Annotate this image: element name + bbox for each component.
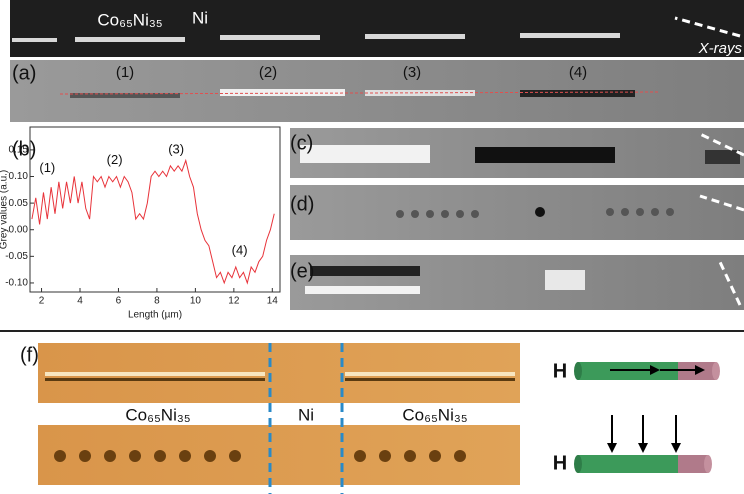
metal-label: Ni [192, 8, 208, 27]
domains-d [396, 207, 674, 218]
boundary-lines [268, 343, 344, 494]
panel-label: (d) [290, 193, 314, 215]
annotation: (2) [107, 152, 123, 167]
region-label: Ni [298, 405, 314, 424]
alloy-label: Co₆₅Ni₃₅ [97, 10, 162, 29]
image-d [290, 185, 744, 240]
wire-f [45, 372, 265, 376]
wire-f [345, 372, 515, 376]
wire-f [45, 378, 265, 381]
data-line [31, 158, 275, 285]
panel-label: (b) [12, 138, 36, 160]
wire-e [545, 270, 585, 290]
region-label: Co₆₅Ni₃₅ [402, 405, 467, 424]
panel-label: (e) [290, 260, 314, 282]
x-tick-label: 4 [77, 296, 83, 307]
field-label: H [553, 360, 567, 382]
wire-c [705, 150, 740, 164]
x-tick-label: 8 [154, 296, 160, 307]
region-label: Co₆₅Ni₃₅ [125, 405, 190, 424]
cylinder-1 [574, 362, 720, 380]
x-tick-label: 6 [116, 296, 122, 307]
x-axis-label: Length (µm) [128, 310, 182, 321]
segment-label: (2) [259, 64, 277, 81]
xray-arrows [699, 132, 744, 306]
wire-c [300, 145, 430, 163]
xray-arrow [674, 16, 741, 38]
annotation: (1) [39, 160, 55, 175]
image-e [290, 255, 744, 310]
wire-f [345, 378, 515, 381]
wire-a [59, 89, 661, 98]
segment-label: (1) [116, 64, 134, 81]
y-tick-label: 0.00 [9, 224, 29, 235]
segment-label: (3) [403, 64, 421, 81]
annotation: (3) [168, 141, 184, 156]
xray-label: X-rays [698, 40, 743, 57]
wire-e [310, 266, 420, 276]
cylinder-2 [574, 415, 712, 473]
domains-f [54, 450, 466, 462]
annotation: (4) [232, 242, 248, 257]
line-chart: 2 4 6 8 10 12 14 -0.10 -0.05 0.00 0.05 0.10 0.15 Leng… [0, 126, 281, 321]
field-label: H [553, 452, 567, 474]
xray-image [10, 0, 744, 57]
y-axis-label: Grey values (a.u.) [0, 170, 10, 249]
wire-e [305, 286, 420, 294]
panel-label: (c) [290, 132, 313, 154]
panel-label: (a) [12, 62, 36, 84]
y-tick-label: 0.10 [9, 171, 29, 182]
y-tick-label: -0.05 [5, 251, 28, 262]
segment-label: (4) [569, 64, 587, 81]
wire-segments [12, 33, 620, 42]
y-tick-label: -0.10 [5, 278, 28, 289]
panel-label: (f) [20, 344, 39, 366]
plot-frame [29, 126, 281, 293]
wire-c [475, 147, 615, 163]
x-tick-label: 2 [39, 296, 45, 307]
y-tick-label: 0.05 [9, 198, 29, 209]
x-tick-label: 12 [228, 296, 240, 307]
x-tick-label: 10 [190, 296, 202, 307]
x-tick-label: 14 [267, 296, 279, 307]
y-tick-label: 0.15 [9, 145, 29, 156]
